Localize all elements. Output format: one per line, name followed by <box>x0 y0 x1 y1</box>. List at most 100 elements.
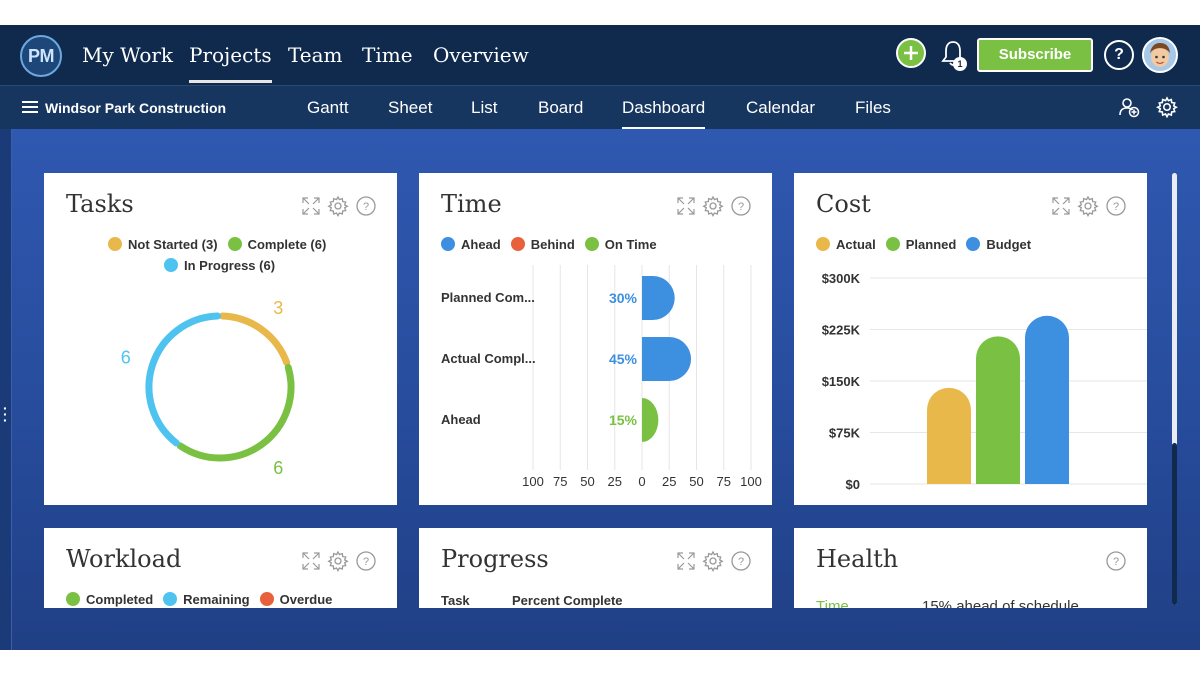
svg-text:?: ? <box>738 201 744 213</box>
help-button[interactable]: ? <box>1104 40 1134 70</box>
legend-label: Not Started (3) <box>128 237 218 252</box>
time-bar[interactable] <box>642 337 692 381</box>
help-icon[interactable]: ? <box>355 195 377 217</box>
settings-gear-icon[interactable] <box>1077 195 1099 217</box>
tasks-widget: Tasks ? Not Started (3) Complete (6) In P… <box>44 173 397 505</box>
donut-label-in-progress: 6 <box>121 347 131 367</box>
legend-label: Overdue <box>279 592 333 607</box>
dashboard-scrollbar[interactable] <box>1172 173 1177 605</box>
tab-board[interactable]: Board <box>538 98 584 117</box>
hamburger-menu-icon[interactable] <box>22 101 38 115</box>
tab-sheet[interactable]: Sheet <box>388 98 433 117</box>
health-row-value: 15% ahead of schedule <box>922 598 1079 608</box>
legend-label: In Progress (6) <box>184 258 276 273</box>
legend-label: Actual <box>836 237 876 252</box>
nav-time[interactable]: Time <box>362 43 413 67</box>
time-x-tick-label: 50 <box>689 474 703 489</box>
cost-bar-budget[interactable] <box>1025 315 1069 484</box>
time-x-tick-label: 100 <box>522 474 544 489</box>
legend-label: Behind <box>530 237 575 252</box>
tab-dashboard[interactable]: Dashboard <box>622 98 706 129</box>
progress-column-task: Task <box>441 593 470 608</box>
legend-actual: Actual <box>816 237 876 252</box>
tasks-legend-row2: In Progress (6) <box>164 258 285 274</box>
nav-overview[interactable]: Overview <box>433 43 529 67</box>
subscribe-button[interactable]: Subscribe <box>977 38 1093 72</box>
pm-logo[interactable]: PM <box>20 35 62 77</box>
legend-label: Planned <box>905 237 957 252</box>
rail-handle-icon[interactable]: · · · <box>3 400 8 428</box>
legend-label: Remaining <box>183 592 250 607</box>
legend-dot <box>441 237 455 251</box>
time-category-label: Planned Com... <box>441 290 535 305</box>
help-icon[interactable]: ? <box>730 550 752 572</box>
legend-dot <box>163 592 178 606</box>
legend-completed: Completed <box>66 592 153 607</box>
settings-gear-icon[interactable] <box>327 550 349 572</box>
legend-not-started: Not Started (3) <box>108 237 218 252</box>
expand-icon[interactable] <box>675 550 697 572</box>
add-button[interactable] <box>896 38 926 68</box>
tasks-donut-chart: 3 6 6 <box>121 298 295 478</box>
donut-label-complete: 6 <box>273 458 283 478</box>
workload-title: Workload <box>66 545 182 573</box>
nav-my-work[interactable]: My Work <box>82 43 174 67</box>
expand-icon[interactable] <box>300 550 322 572</box>
tab-files[interactable]: Files <box>855 98 891 117</box>
settings-gear-icon[interactable] <box>702 195 724 217</box>
settings-gear-icon[interactable] <box>327 195 349 217</box>
time-bar-value-label: 15% <box>609 412 638 428</box>
legend-dot <box>816 237 830 251</box>
help-icon[interactable]: ? <box>355 550 377 572</box>
add-user-icon[interactable] <box>1118 96 1140 118</box>
widget-controls: ? <box>1105 550 1129 572</box>
legend-complete: Complete (6) <box>227 237 327 252</box>
cost-y-tick-label: $150K <box>822 374 861 389</box>
legend-on-time: On Time <box>584 237 657 252</box>
cost-y-tick-label: $225K <box>822 323 861 338</box>
top-navigation-bar: PM My Work Projects Team Time Overview 1… <box>0 25 1200 85</box>
user-avatar[interactable] <box>1142 37 1178 73</box>
project-name[interactable]: Windsor Park Construction <box>45 100 227 116</box>
cost-bar-actual[interactable] <box>927 387 971 484</box>
tab-gantt[interactable]: Gantt <box>307 98 349 117</box>
cost-bar-planned[interactable] <box>976 336 1020 484</box>
donut-slice-not-started[interactable] <box>218 312 291 367</box>
donut-slice-complete[interactable] <box>176 363 295 462</box>
legend-dot <box>66 592 80 606</box>
time-bar-value-label: 45% <box>609 351 638 367</box>
expand-icon[interactable] <box>300 195 322 217</box>
tasks-legend: Not Started (3) Complete (6) <box>108 237 336 253</box>
help-icon[interactable]: ? <box>1105 550 1127 572</box>
time-category-label: Ahead <box>441 412 481 427</box>
tab-calendar[interactable]: Calendar <box>746 98 815 117</box>
app-window: PM My Work Projects Team Time Overview 1… <box>0 25 1200 650</box>
left-collapse-rail[interactable]: · · · <box>0 129 12 650</box>
help-icon[interactable]: ? <box>1105 195 1127 217</box>
progress-title: Progress <box>441 545 549 573</box>
time-bar-chart: 100 75 50 25 0 25 50 75 100 Planned Com... 30% Actu… <box>441 265 762 489</box>
legend-label: Budget <box>986 237 1032 252</box>
help-icon[interactable]: ? <box>730 195 752 217</box>
time-x-tick-label: 25 <box>662 474 676 489</box>
legend-planned: Planned <box>885 237 957 252</box>
widget-controls: ? <box>675 195 755 217</box>
dashboard-canvas: Tasks ? Not Started (3) Complete (6) In P… <box>12 129 1200 650</box>
expand-icon[interactable] <box>675 195 697 217</box>
legend-dot <box>259 592 274 606</box>
nav-projects[interactable]: Projects <box>189 43 272 83</box>
time-widget: Time ? Ahead Behind On Time 100 75 50 25 0 25 50… <box>419 173 772 505</box>
svg-text:?: ? <box>738 556 744 568</box>
expand-icon[interactable] <box>1050 195 1072 217</box>
svg-text:?: ? <box>363 556 369 568</box>
legend-label: Complete (6) <box>247 237 327 252</box>
time-bar[interactable] <box>642 276 675 320</box>
project-settings-gear-icon[interactable] <box>1156 96 1178 118</box>
tab-list[interactable]: List <box>471 98 498 117</box>
cost-bar-chart: $0 $75K $150K $225K $300K <box>822 271 1147 492</box>
settings-gear-icon[interactable] <box>702 550 724 572</box>
nav-team[interactable]: Team <box>288 43 343 67</box>
donut-slice-in-progress[interactable] <box>145 312 222 447</box>
cost-legend: Actual Planned Budget <box>816 237 1041 253</box>
time-bar[interactable] <box>642 398 659 442</box>
